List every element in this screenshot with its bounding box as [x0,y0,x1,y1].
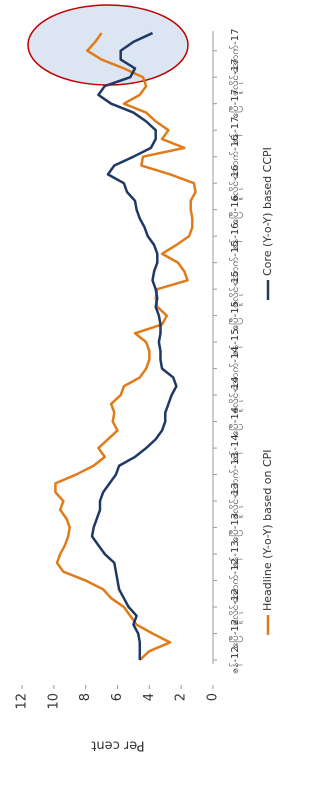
x-tick-label: အောက်-15 [228,240,241,284]
series-line [90,31,178,660]
x-tick-label: ဧပြီ-12 [227,619,243,648]
series-line [54,32,197,661]
y-tick-label: 6 [110,693,125,701]
highlight-ellipse [27,4,189,86]
x-tick-label: ဇူလိုင်-13 [228,482,243,519]
x-tick-label: ဇန်-16 [228,222,243,249]
y-tick-label: 4 [142,693,157,701]
x-tick-label: အောက်-17 [228,29,241,73]
x-tick-label: ဇူလိုင်-17 [228,59,243,96]
y-tick-label: 2 [174,693,189,701]
x-tick-label: ဧပြီ-14 [227,407,243,436]
x-tick-label: ဇန်-12 [228,646,243,673]
x-tick-label: ဇန်-17 [228,116,243,143]
x-tick-label: ဧပြီ-15 [227,301,243,330]
x-tick-label: ဧပြီ-16 [227,195,243,224]
x-tick-label: ဇူလိုင်-15 [228,271,243,308]
x-tick-label: ဇန်-15 [228,328,243,355]
x-tick-label: ဇူလိုင်-12 [228,588,243,625]
x-tick-label: အောက်-14 [228,346,241,390]
legend-label: Core (Y-o-Y) based CCPI [261,147,274,276]
x-tick-label: ဇန်-13 [228,540,243,567]
y-tick-label: 0 [206,693,221,701]
x-tick-label: ဇူလိုင်-16 [228,165,243,202]
y-axis-title: Per cent [91,738,144,753]
x-tick-label: အောက်-16 [228,134,241,178]
x-tick-label: အောက်-12 [228,558,241,602]
x-tick-label: ဧပြီ-13 [227,513,243,542]
x-tick-label: ဇန်-14 [228,434,243,461]
x-tick-label: အောက်-13 [228,452,241,496]
y-tick-label: 12 [15,693,30,710]
y-tick-label: 10 [46,693,61,710]
x-tick-label: ဇူလိုင်-14 [228,376,243,413]
x-tick-label: ဧပြီ-17 [227,89,243,118]
y-tick-label: 8 [78,693,93,701]
plot: Per cent 024681012ဇန်-12ဧပြီ-12ဇူလိုင်-1… [15,29,275,753]
legend-label: Headline (Y-o-Y) based on CPI [261,449,274,611]
